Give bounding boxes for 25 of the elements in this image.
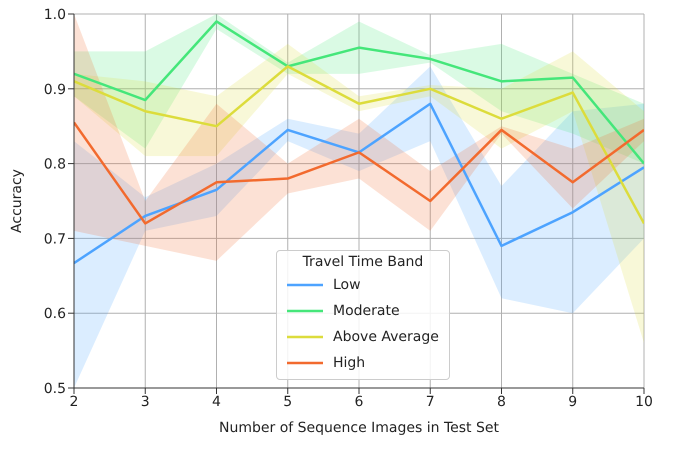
x-tick-label: 2 — [70, 394, 78, 410]
legend-label: Above Average — [333, 329, 439, 345]
y-axis-title: Accuracy — [8, 169, 25, 233]
y-tick-label: 0.5 — [44, 380, 66, 397]
x-axis-title: Number of Sequence Images in Test Set — [219, 420, 500, 436]
legend-label: Moderate — [333, 303, 400, 319]
y-tick-label: 0.6 — [44, 306, 66, 322]
line-series — [74, 121, 644, 225]
x-tick-label: 6 — [354, 394, 364, 410]
y-tick-label: 0.8 — [44, 156, 66, 173]
x-tick-label: 9 — [568, 394, 578, 410]
y-tick-label: 1.0 — [44, 6, 66, 23]
y-tick-label: 0.7 — [44, 231, 66, 248]
x-tick-label: 7 — [426, 394, 435, 410]
x-tick-label: 5 — [283, 394, 292, 410]
line-series — [74, 102, 644, 264]
line-series — [74, 65, 644, 225]
x-tick-label: 8 — [497, 394, 506, 410]
x-tick-label: 10 — [635, 394, 653, 410]
legend-title: Travel Time Band — [302, 254, 424, 270]
legend-label: Low — [333, 277, 361, 293]
x-tick-label: 4 — [212, 394, 222, 410]
y-tick-label: 0.9 — [44, 82, 66, 98]
x-tick-label: 3 — [140, 394, 150, 410]
legend-label: High — [333, 355, 366, 371]
